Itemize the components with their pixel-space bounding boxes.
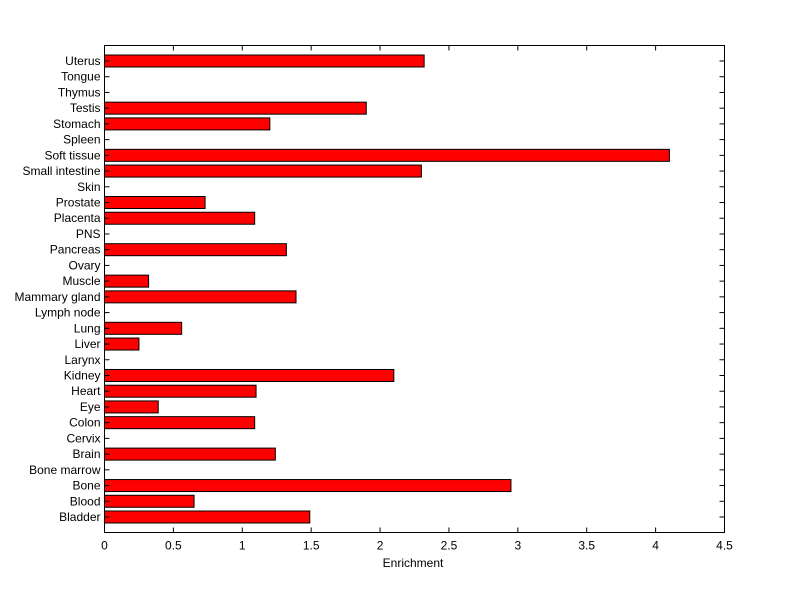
category-label-pns: PNS <box>76 227 101 241</box>
bar-small-intestine <box>104 164 422 178</box>
category-label-liver: Liver <box>74 337 100 351</box>
category-label-blood: Blood <box>70 494 101 508</box>
category-label-prostate: Prostate <box>56 196 101 210</box>
category-label-bone-marrow: Bone marrow <box>29 463 101 477</box>
bar-bone <box>104 479 512 493</box>
category-label-bladder: Bladder <box>59 510 100 524</box>
category-label-eye: Eye <box>80 400 101 414</box>
category-label-colon: Colon <box>69 416 100 430</box>
category-label-kidney: Kidney <box>64 368 101 382</box>
category-label-thymus: Thymus <box>58 85 101 99</box>
x-axis-label: Enrichment <box>383 556 444 570</box>
x-tick-label: 0 <box>101 539 108 553</box>
category-label-uterus: Uterus <box>65 54 100 68</box>
bar-muscle <box>104 274 150 288</box>
bar-blood <box>104 494 195 508</box>
category-label-spleen: Spleen <box>63 133 100 147</box>
x-tick-label: 2 <box>377 539 384 553</box>
category-label-placenta: Placenta <box>54 211 101 225</box>
category-label-stomach: Stomach <box>53 117 100 131</box>
category-label-cervix: Cervix <box>66 431 100 445</box>
bar-stomach <box>104 117 271 131</box>
category-label-lymph-node: Lymph node <box>35 306 101 320</box>
category-label-muscle: Muscle <box>62 274 100 288</box>
x-tick-label: 1 <box>239 539 246 553</box>
category-label-mammary-gland: Mammary gland <box>14 290 100 304</box>
x-tick-labels: 0 0.5 1 1.5 2 2.5 3 3.5 4 4.5 <box>101 539 733 553</box>
category-label-brain: Brain <box>72 447 100 461</box>
bar-brain <box>104 447 276 461</box>
category-label-skin: Skin <box>77 180 100 194</box>
x-tick-label: 0.5 <box>165 539 182 553</box>
category-label-lung: Lung <box>74 321 101 335</box>
bars-group <box>104 54 670 524</box>
bar-mammary-gland <box>104 290 297 304</box>
x-tick-label: 3.5 <box>578 539 595 553</box>
bar-placenta <box>104 211 256 225</box>
category-label-small-intestine: Small intestine <box>22 164 100 178</box>
category-label-soft-tissue: Soft tissue <box>44 148 100 162</box>
bar-testis <box>104 101 367 115</box>
bar-soft-tissue <box>104 148 670 162</box>
category-label-testis: Testis <box>70 101 101 115</box>
category-label-bone: Bone <box>72 479 100 493</box>
bar-uterus <box>104 54 425 68</box>
plot-frame <box>104 45 725 533</box>
x-tick-label: 1.5 <box>303 539 320 553</box>
x-tick-label: 4 <box>652 539 659 553</box>
bar-pancreas <box>104 243 287 257</box>
category-label-tongue: Tongue <box>61 70 101 84</box>
bar-bladder <box>104 510 311 524</box>
x-tick-label: 3 <box>514 539 521 553</box>
category-label-heart: Heart <box>71 384 101 398</box>
category-label-larynx: Larynx <box>64 353 100 367</box>
bar-liver <box>104 337 140 351</box>
x-tick-label: 2.5 <box>441 539 458 553</box>
category-label-ovary: Ovary <box>68 258 100 272</box>
bar-colon <box>104 416 256 430</box>
bar-lung <box>104 321 183 335</box>
bar-eye <box>104 400 159 414</box>
category-label-pancreas: Pancreas <box>50 243 101 257</box>
bar-prostate <box>104 196 206 210</box>
bar-kidney <box>104 368 395 382</box>
x-tick-label: 4.5 <box>716 539 733 553</box>
bar-heart <box>104 384 257 398</box>
